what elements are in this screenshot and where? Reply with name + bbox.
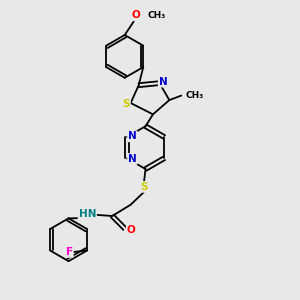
Text: S: S (140, 182, 148, 192)
Text: F: F (66, 247, 73, 257)
Text: CH₃: CH₃ (147, 11, 165, 20)
Text: CH₃: CH₃ (186, 91, 204, 100)
Text: O: O (132, 10, 140, 20)
Text: S: S (122, 99, 130, 109)
Text: N: N (128, 131, 137, 141)
Text: HN: HN (79, 209, 96, 220)
Text: N: N (159, 76, 167, 87)
Text: O: O (127, 225, 136, 235)
Text: N: N (128, 154, 137, 164)
